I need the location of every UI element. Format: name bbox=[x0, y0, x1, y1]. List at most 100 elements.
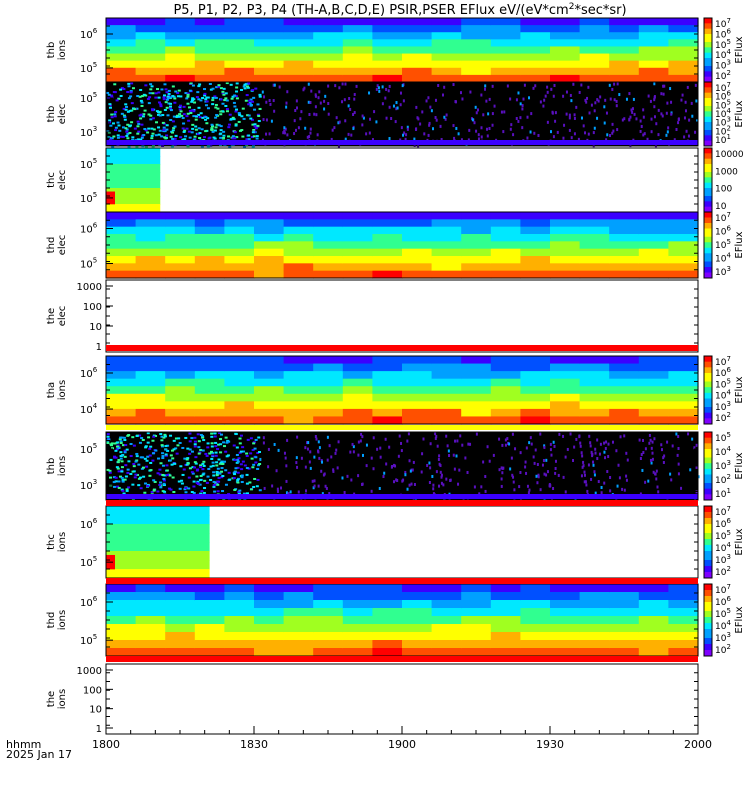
colorbar-label: EFlux bbox=[734, 36, 745, 63]
noise-pixel bbox=[186, 92, 190, 95]
heat-cell bbox=[254, 401, 285, 410]
heat-cell bbox=[609, 32, 640, 40]
heat-cell bbox=[609, 67, 640, 76]
noise-pixel bbox=[545, 458, 548, 462]
heat-cell bbox=[194, 234, 225, 242]
noise-pixel bbox=[162, 96, 166, 99]
noise-pixel bbox=[202, 460, 206, 463]
noise-pixel bbox=[421, 110, 424, 114]
noise-pixel bbox=[194, 115, 198, 118]
noise-pixel bbox=[138, 114, 142, 117]
heat-cell bbox=[461, 408, 492, 418]
noise-pixel bbox=[143, 109, 147, 112]
colorbar-swatch bbox=[704, 28, 712, 32]
heat-cell bbox=[609, 256, 640, 264]
noise-pixel bbox=[662, 456, 665, 460]
colorbar-frame bbox=[703, 583, 713, 657]
noise-pixel bbox=[568, 116, 571, 120]
noise-pixel bbox=[417, 117, 420, 121]
noise-pixel bbox=[197, 452, 201, 455]
y-label-line: thd bbox=[46, 612, 57, 629]
noise-pixel bbox=[464, 456, 467, 460]
noise-pixel bbox=[214, 451, 218, 454]
noise-pixel bbox=[153, 480, 157, 483]
noise-pixel bbox=[524, 465, 527, 469]
heat-cell bbox=[609, 608, 640, 617]
noise-pixel bbox=[200, 490, 204, 493]
noise-pixel bbox=[617, 463, 620, 467]
heat-cell bbox=[254, 378, 285, 387]
heat-cell bbox=[106, 180, 161, 189]
noise-pixel bbox=[661, 114, 664, 118]
heat-cell bbox=[106, 371, 137, 380]
noise-pixel bbox=[199, 99, 203, 102]
noise-pixel bbox=[249, 488, 253, 491]
noise-pixel bbox=[629, 115, 632, 119]
noise-pixel bbox=[609, 97, 612, 101]
noise-pixel bbox=[361, 114, 364, 118]
heat-cell bbox=[342, 616, 373, 625]
colorbar-swatch bbox=[704, 247, 712, 251]
noise-pixel bbox=[586, 489, 589, 493]
separator-band bbox=[106, 345, 698, 351]
noise-pixel bbox=[336, 466, 339, 470]
noise-pixel bbox=[289, 490, 292, 494]
noise-pixel bbox=[597, 99, 600, 103]
colorbar-swatch bbox=[704, 395, 712, 399]
heat-cell bbox=[638, 32, 669, 40]
noise-pixel bbox=[201, 436, 205, 439]
noise-pixel bbox=[169, 454, 173, 457]
heat-cell bbox=[313, 378, 344, 387]
noise-pixel bbox=[211, 87, 215, 90]
noise-pixel bbox=[108, 119, 112, 122]
noise-pixel bbox=[660, 448, 663, 452]
noise-pixel bbox=[271, 484, 274, 488]
colorbar-swatch bbox=[704, 50, 712, 54]
noise-pixel bbox=[331, 128, 334, 132]
noise-pixel bbox=[599, 442, 602, 446]
noise-pixel bbox=[148, 474, 152, 477]
noise-pixel bbox=[569, 93, 572, 97]
heat-cell bbox=[106, 39, 137, 48]
heat-cell bbox=[550, 386, 581, 395]
heat-cell bbox=[490, 592, 521, 601]
noise-pixel bbox=[694, 83, 697, 87]
colorbar-swatch bbox=[704, 84, 712, 88]
heat-cell bbox=[638, 616, 669, 625]
noise-pixel bbox=[177, 437, 181, 440]
colorbar-tick-label: 107 bbox=[715, 505, 731, 518]
colorbar-swatch bbox=[704, 63, 712, 67]
heat-cell bbox=[550, 270, 581, 279]
noise-pixel bbox=[188, 136, 192, 139]
noise-pixel bbox=[152, 488, 156, 491]
noise-pixel bbox=[120, 460, 124, 463]
noise-pixel bbox=[236, 458, 240, 461]
noise-pixel bbox=[188, 109, 192, 112]
noise-pixel bbox=[110, 444, 114, 447]
colorbar-swatch bbox=[704, 381, 712, 385]
heat-cell bbox=[609, 592, 640, 601]
x-tick-label: 1900 bbox=[388, 738, 416, 751]
heat-cell bbox=[461, 226, 492, 235]
noise-pixel bbox=[138, 95, 142, 98]
noise-pixel bbox=[485, 127, 488, 131]
x-tick-label: 1830 bbox=[240, 738, 268, 751]
noise-pixel bbox=[294, 109, 297, 113]
x-tick-label: 1930 bbox=[536, 738, 564, 751]
noise-pixel bbox=[432, 492, 435, 496]
heat-cell bbox=[490, 632, 521, 641]
heat-cell bbox=[342, 408, 373, 418]
colorbar-tick-label: 103 bbox=[715, 265, 731, 278]
colorbar-swatch bbox=[704, 236, 712, 240]
noise-pixel bbox=[163, 108, 167, 111]
heat-cell bbox=[579, 648, 610, 657]
colorbar-swatch bbox=[704, 135, 712, 139]
colorbar-swatch bbox=[704, 653, 712, 657]
noise-pixel bbox=[688, 118, 691, 122]
noise-pixel bbox=[332, 469, 335, 473]
heat-cell bbox=[668, 608, 699, 617]
colorbar-tick-label: 103 bbox=[715, 59, 731, 72]
noise-pixel bbox=[257, 436, 261, 439]
noise-pixel bbox=[452, 453, 455, 457]
colorbar-swatch bbox=[704, 617, 712, 621]
